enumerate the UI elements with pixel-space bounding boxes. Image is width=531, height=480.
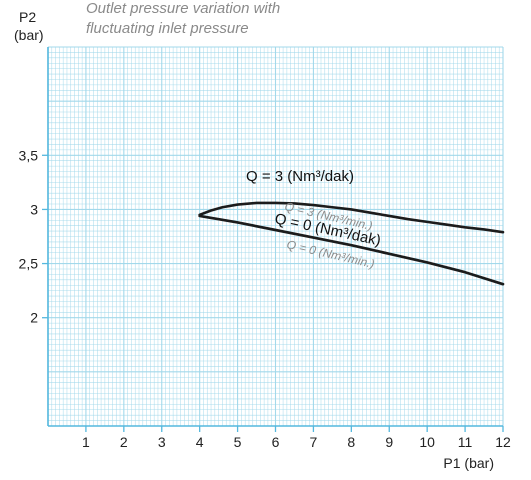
- x-tick-label: 12: [495, 434, 511, 450]
- y-tick-label: 3,5: [19, 147, 39, 163]
- chart-title-line: Outlet pressure variation with: [86, 0, 280, 17]
- y-axis-label: P2: [19, 9, 36, 25]
- chart-grid: [42, 47, 503, 432]
- x-tick-label: 1: [82, 434, 90, 450]
- x-tick-label: 11: [458, 434, 473, 450]
- x-tick-label: 2: [120, 434, 128, 450]
- x-tick-label: 9: [385, 434, 393, 450]
- y-tick-label: 2: [30, 310, 38, 326]
- x-axis-label: P1 (bar): [443, 455, 494, 471]
- x-tick-label: 8: [347, 434, 355, 450]
- x-tick-label: 5: [234, 434, 242, 450]
- chart-title-line: fluctuating inlet pressure: [86, 20, 249, 37]
- x-tick-label: 6: [272, 434, 280, 450]
- y-tick-label: 3: [30, 201, 38, 217]
- series-q3-main-label: Q = 3 (Nm³/dak): [246, 168, 354, 185]
- x-tick-label: 3: [158, 434, 166, 450]
- x-tick-label: 10: [419, 434, 435, 450]
- y-axis-label: (bar): [14, 27, 44, 43]
- y-tick-label: 2,5: [19, 256, 39, 272]
- x-tick-label: 7: [310, 434, 318, 450]
- x-tick-label: 4: [196, 434, 204, 450]
